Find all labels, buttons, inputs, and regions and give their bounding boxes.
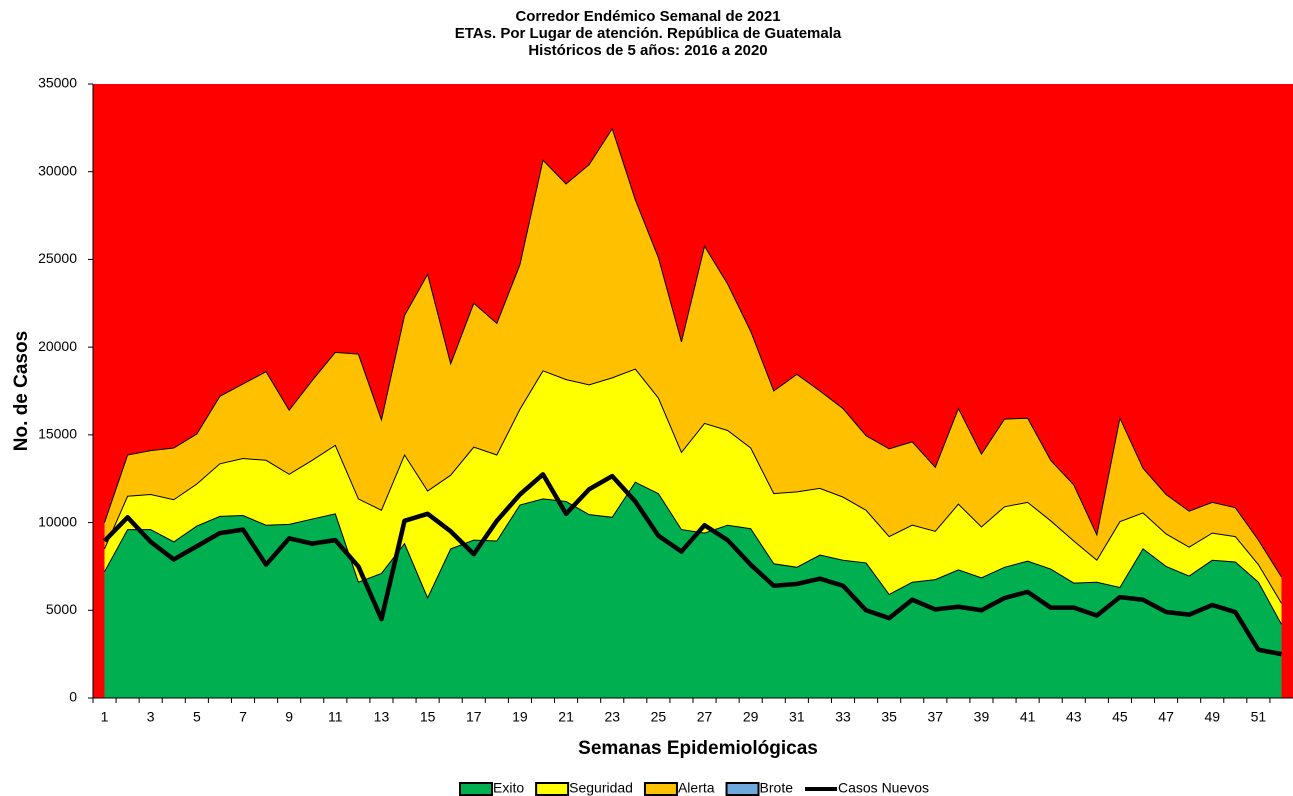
y-tick-label: 5000 — [46, 601, 77, 617]
y-tick-label: 15000 — [38, 426, 77, 442]
x-tick-label: 35 — [881, 709, 897, 725]
x-tick-label: 7 — [239, 709, 247, 725]
x-tick-label: 17 — [466, 709, 482, 725]
x-tick-label: 3 — [147, 709, 155, 725]
x-tick-label: 19 — [512, 709, 528, 725]
x-tick-label: 47 — [1158, 709, 1174, 725]
x-tick-label: 33 — [835, 709, 851, 725]
x-tick-label: 27 — [697, 709, 713, 725]
chart-title: ETAs. Por Lugar de atención. República d… — [455, 25, 842, 42]
y-tick-label: 20000 — [38, 338, 77, 354]
y-tick-label: 25000 — [38, 250, 77, 266]
y-tick-label: 35000 — [38, 75, 77, 91]
chart-title: Históricos de 5 años: 2016 a 2020 — [528, 42, 767, 59]
x-tick-label: 23 — [604, 709, 620, 725]
x-tick-label: 43 — [1066, 709, 1082, 725]
legend-label: Casos Nuevos — [838, 780, 929, 796]
line — [102, 472, 1282, 657]
legend-swatch — [459, 782, 493, 796]
legend-label: Alerta — [678, 780, 715, 796]
x-tick-label: 21 — [558, 709, 574, 725]
x-tick-label: 9 — [285, 709, 293, 725]
legend-label: Seguridad — [569, 780, 633, 796]
area — [104, 482, 1282, 698]
x-tick-label: 51 — [1251, 709, 1267, 725]
x-tick-label: 45 — [1112, 709, 1128, 725]
area-edge — [104, 368, 1282, 604]
x-axis-label: Semanas Epidemiológicas — [578, 738, 818, 759]
area-edge — [104, 481, 1282, 625]
x-tick-label: 37 — [928, 709, 944, 725]
legend-label: Exito — [493, 780, 524, 796]
x-tick-label: 41 — [1020, 709, 1036, 725]
x-tick-label: 49 — [1204, 709, 1220, 725]
area-edge — [104, 127, 1282, 578]
y-tick-label: 30000 — [38, 162, 77, 178]
x-tick-label: 15 — [420, 709, 436, 725]
x-tick-label: 13 — [374, 709, 390, 725]
legend-label: Brote — [760, 780, 794, 796]
x-tick-label: 39 — [974, 709, 990, 725]
y-tick-label: 10000 — [38, 513, 77, 529]
x-tick-label: 29 — [743, 709, 759, 725]
y-axis-label: No. de Casos — [11, 331, 32, 451]
legend-swatch — [725, 782, 760, 796]
x-tick-label: 11 — [328, 709, 343, 725]
chart-title: Corredor Endémico Semanal de 2021 — [515, 8, 780, 25]
legend-swatch — [643, 782, 678, 796]
x-tick-label: 1 — [101, 709, 109, 725]
x-tick-label: 5 — [193, 709, 201, 725]
x-tick-label: 31 — [789, 709, 805, 725]
legend-swatch — [535, 782, 570, 796]
y-tick-label: 0 — [69, 689, 77, 705]
x-tick-label: 25 — [651, 709, 667, 725]
